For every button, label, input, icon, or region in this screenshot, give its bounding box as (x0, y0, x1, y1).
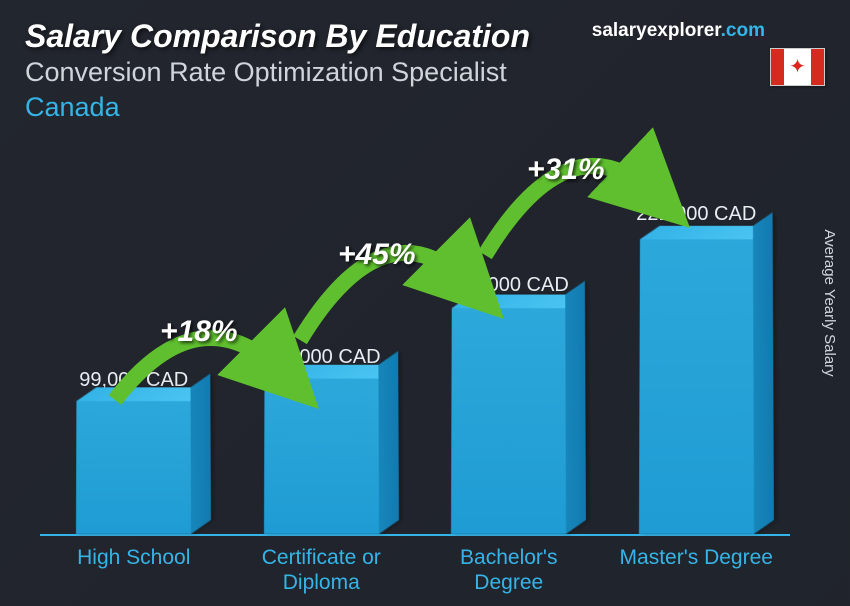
bar (264, 378, 379, 534)
bar-group: 169,000 CAD (424, 274, 594, 534)
bar-chart: 99,000 CAD 116,000 CAD 169,000 CAD 221,0… (40, 156, 790, 536)
category-label: Bachelor's Degree (424, 541, 594, 596)
bar (639, 239, 754, 534)
bar-group: 221,000 CAD (611, 203, 781, 534)
bar-group: 116,000 CAD (236, 346, 406, 534)
category-label: High School (49, 541, 219, 596)
bar (451, 308, 566, 534)
maple-leaf-icon: ✦ (789, 57, 806, 77)
category-label: Certificate or Diploma (236, 541, 406, 596)
brand-domain: .com (721, 20, 765, 41)
bar-value: 169,000 CAD (449, 274, 569, 297)
bar (76, 401, 191, 534)
country-label: Canada (25, 92, 825, 123)
x-axis-labels: High School Certificate or Diploma Bache… (40, 541, 790, 596)
bar-group: 99,000 CAD (49, 369, 219, 534)
brand-main: salaryexplorer (592, 20, 721, 41)
canada-flag-icon: ✦ (770, 48, 825, 86)
header: Salary Comparison By Education Conversio… (0, 0, 850, 123)
brand-logo: salaryexplorer.com (592, 20, 765, 42)
job-title: Conversion Rate Optimization Specialist (25, 57, 825, 88)
y-axis-label: Average Yearly Salary (821, 229, 838, 376)
bar-value: 221,000 CAD (636, 203, 756, 226)
category-label: Master's Degree (611, 541, 781, 596)
